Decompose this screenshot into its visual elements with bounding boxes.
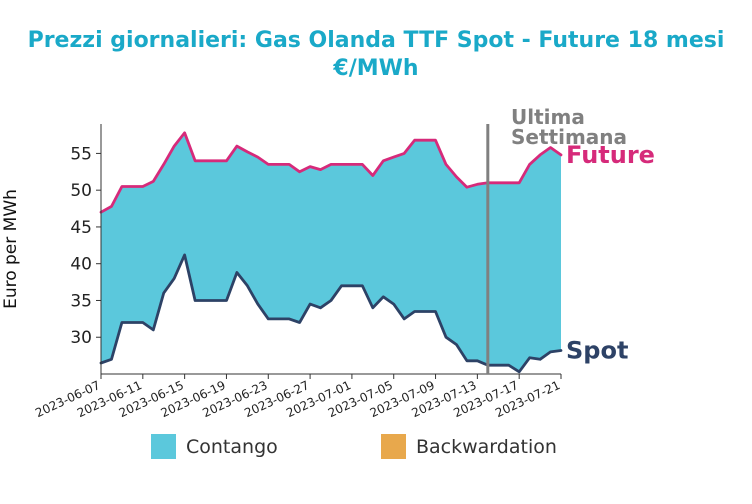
chart-subtitle: €/MWh <box>332 56 418 81</box>
series-line-future <box>99 131 563 214</box>
series-label-future: Future <box>566 141 655 169</box>
legend-swatch-backwardation <box>381 434 406 459</box>
annotation-line2: Settimana <box>511 125 627 149</box>
chart-title: Prezzi giornalieri: Gas Olanda TTF Spot … <box>28 28 725 53</box>
y-tick-label: 35 <box>70 291 92 311</box>
y-tick-label: 40 <box>70 255 92 275</box>
legend-label-backwardation: Backwardation <box>416 436 557 458</box>
y-tick-label: 55 <box>70 144 92 164</box>
legend: Contango Backwardation <box>151 434 557 459</box>
annotation-line1: Ultima <box>511 105 585 129</box>
legend-label-contango: Contango <box>186 436 278 458</box>
contango-area <box>101 132 561 372</box>
y-tick-label: 45 <box>70 218 92 238</box>
plot-area: FutureSpot3035404550552023-06-072023-06-… <box>33 124 655 420</box>
series-line-spot <box>99 253 563 374</box>
legend-swatch-contango <box>151 434 176 459</box>
y-axis-label: Euro per MWh <box>1 189 21 309</box>
y-tick-label: 50 <box>70 181 92 201</box>
series-label-spot: Spot <box>566 336 628 364</box>
y-tick-label: 30 <box>70 328 92 348</box>
